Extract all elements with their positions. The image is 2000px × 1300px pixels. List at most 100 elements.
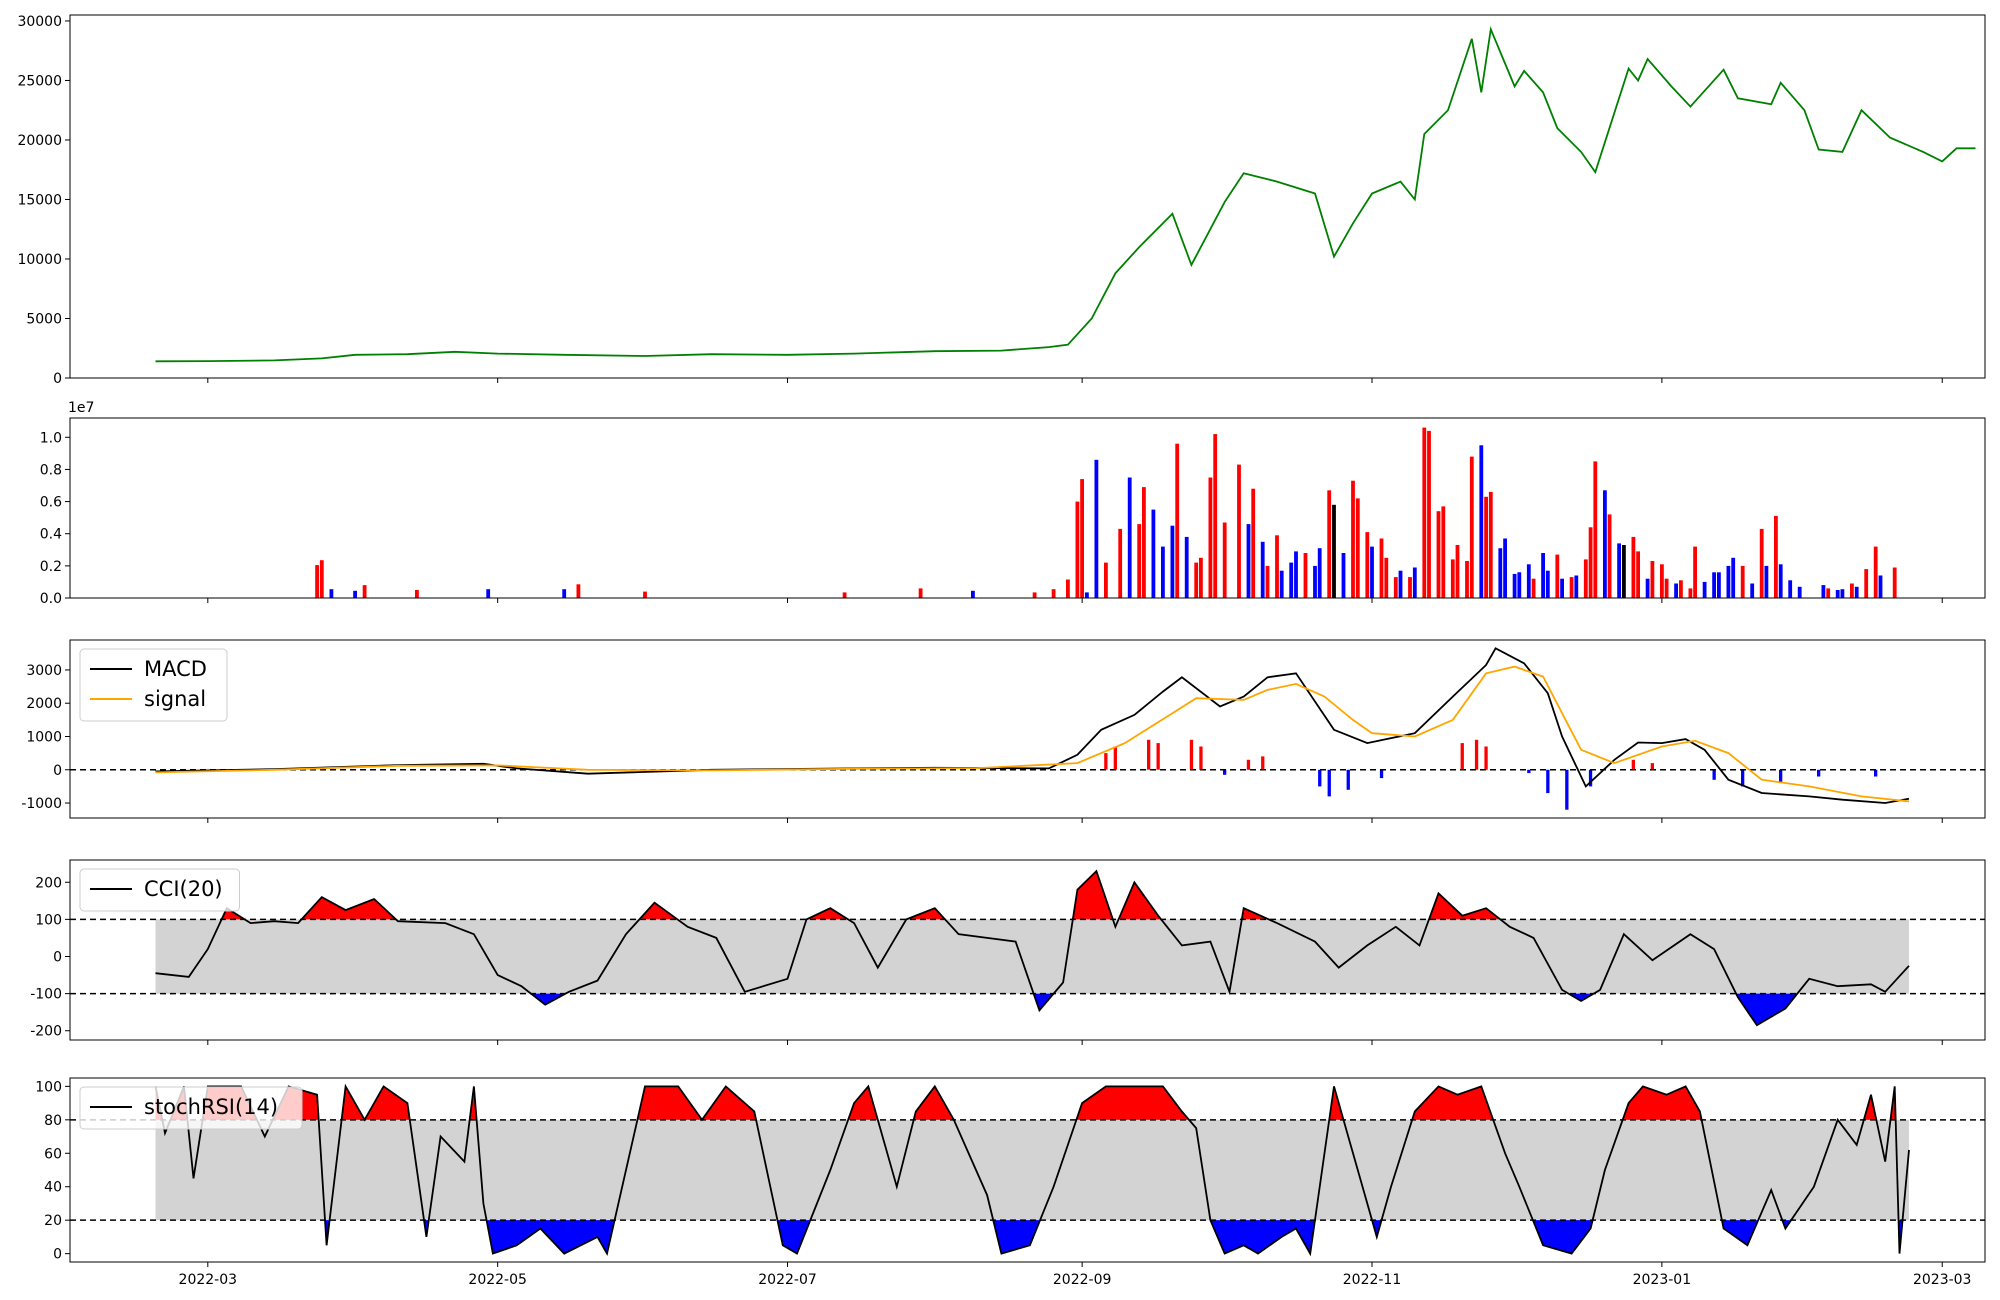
volume-bar — [1398, 570, 1403, 598]
volume-bar — [1465, 561, 1469, 598]
volume-ytick-label: 0.0 — [40, 591, 62, 607]
volume-bar — [1892, 567, 1897, 598]
axes-border — [69, 1077, 1986, 1263]
legend-label: CCI(20) — [144, 877, 223, 901]
cci-ytick-label: -100 — [30, 987, 62, 1003]
cci-overbought-fill — [906, 908, 946, 920]
volume-bar — [1279, 570, 1284, 598]
macd-histogram-bar — [1712, 769, 1716, 780]
volume-bar — [1365, 532, 1370, 598]
volume-bar — [1674, 583, 1678, 598]
volume-bar — [1712, 572, 1716, 598]
stochrsi-overbought-fill — [1622, 1086, 1702, 1120]
volume-bar — [1593, 461, 1598, 598]
volume-bar — [415, 590, 419, 598]
volume-bar — [1555, 554, 1560, 598]
stochrsi-overbought-fill — [637, 1086, 702, 1120]
stochrsi-oversold-fill — [1210, 1220, 1315, 1254]
macd-ytick-label: -1000 — [21, 796, 62, 812]
volume-bar — [1142, 487, 1146, 598]
volume-ytick-label: 1.0 — [40, 430, 62, 446]
xtick-label: 2022-05 — [468, 1272, 527, 1288]
volume-bar — [1289, 562, 1294, 598]
cci-ytick-label: 100 — [35, 912, 62, 928]
volume-bar — [1569, 577, 1574, 598]
macd-histogram-bar — [1546, 769, 1550, 794]
volume-bar — [1175, 443, 1180, 598]
volume-bar — [1650, 561, 1655, 598]
volume-bar — [1313, 565, 1317, 598]
cci-overbought-fill — [1118, 882, 1162, 920]
stochrsi-line — [154, 1083, 1910, 1257]
volume-bar — [1617, 543, 1621, 598]
stochrsi-overbought-fill — [1412, 1086, 1494, 1120]
macd-histogram-bar — [1246, 759, 1251, 770]
macd-ytick-label: 3000 — [26, 663, 62, 679]
volume-bar — [1840, 589, 1845, 598]
volume-bar — [1526, 564, 1531, 599]
cci-line — [155, 869, 1910, 1027]
cci-oversold-fill — [530, 993, 566, 1005]
volume-bar — [1607, 514, 1612, 598]
volume-bar — [315, 565, 319, 598]
volume-bar — [1161, 546, 1165, 598]
panel-volume: 0.0 0.2 0.4 0.6 0.8 1.0 1e7 — [40, 400, 1986, 607]
volume-bar — [842, 592, 847, 598]
volume-bar — [1051, 589, 1056, 598]
volume-bar — [1170, 525, 1175, 598]
stochrsi-ytick-label: 60 — [44, 1146, 62, 1162]
volume-bar — [329, 589, 334, 598]
volume-background — [70, 418, 1985, 598]
volume-bar — [1664, 578, 1669, 598]
macd-histogram-bar — [1817, 769, 1821, 777]
price-line — [155, 25, 1976, 363]
legend-label: signal — [144, 687, 206, 711]
xtick-label: 2022-03 — [179, 1272, 238, 1288]
cci-overbought-fill — [806, 908, 849, 920]
price-background — [70, 15, 1985, 378]
legend-label: stochRSI(14) — [144, 1095, 278, 1119]
volume-bar — [1717, 572, 1721, 598]
panel-macd: -1000 0 1000 2000 3000 MACD signal — [21, 639, 1986, 823]
stochrsi-overbought-fill — [913, 1086, 954, 1120]
macd-histogram-bar — [1113, 746, 1117, 770]
volume-offset-label: 1e7 — [68, 400, 94, 416]
macd-histogram-bar — [1565, 769, 1569, 810]
volume-bar — [1788, 580, 1793, 598]
macd-histogram-bar — [1147, 739, 1151, 770]
volume-bar — [1422, 427, 1427, 598]
volume-bar — [1208, 477, 1213, 598]
macd-background — [70, 640, 1985, 818]
cci-ytick-label: -200 — [30, 1024, 62, 1040]
volume-ytick-label: 0.2 — [40, 559, 62, 575]
volume-bar — [1032, 592, 1037, 598]
legend-box — [79, 648, 228, 722]
volume-bar — [1878, 575, 1883, 598]
xtick-label: 2023-01 — [1633, 1272, 1692, 1288]
volume-ytick-label: 0.6 — [40, 495, 62, 511]
macd-histogram-bar — [1631, 759, 1635, 770]
volume-bar — [353, 590, 357, 598]
volume-bar — [1750, 583, 1755, 598]
cci-overbought-fill — [1072, 871, 1113, 920]
volume-bar — [1660, 564, 1664, 599]
volume-bar — [1194, 562, 1199, 598]
stochrsi-neutral-band — [155, 1119, 1909, 1221]
volume-bar — [1351, 480, 1355, 598]
volume-bar — [1726, 565, 1731, 598]
volume-bar — [1498, 548, 1503, 598]
volume-bar — [1127, 477, 1132, 598]
stochrsi-overbought-fill — [364, 1086, 410, 1120]
volume-bar — [1441, 506, 1446, 598]
cci-overbought-fill — [301, 897, 396, 920]
volume-bar — [1531, 578, 1536, 598]
volume-ytick-label: 0.4 — [40, 527, 62, 543]
volume-bar — [1854, 586, 1859, 599]
legend-box — [79, 868, 240, 912]
volume-bar — [1094, 459, 1099, 598]
xtick-label: 2022-07 — [758, 1272, 817, 1288]
volume-bar — [1222, 522, 1227, 598]
volume-bar — [1199, 557, 1203, 598]
volume-bar — [918, 588, 923, 598]
panel-stochrsi: 0 20 40 60 80 100 2022-03 2022-05 2022-07 2022-09… — [35, 1077, 1986, 1288]
